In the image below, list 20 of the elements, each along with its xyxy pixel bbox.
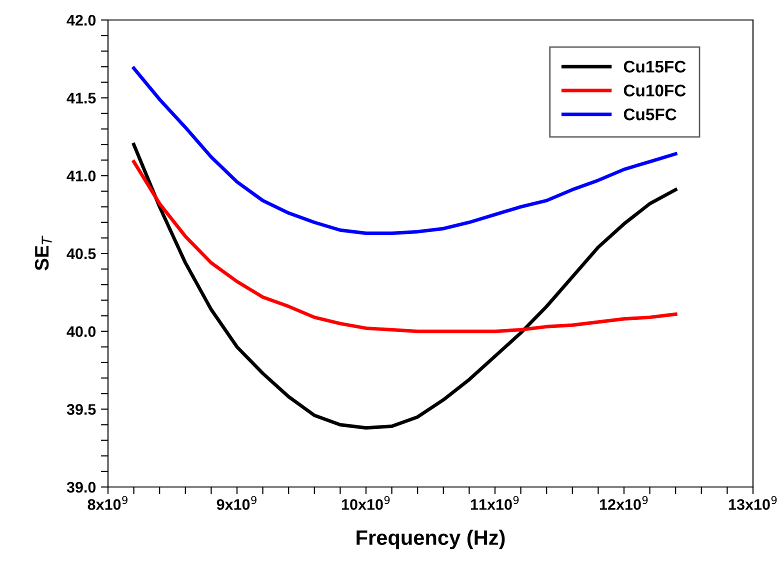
x-axis-title: Frequency (Hz) (356, 530, 505, 550)
x-tick-label: 10x10$^{9}$ (342, 496, 390, 510)
x-tick-label: 12x10$^{9}$ (600, 496, 648, 510)
x-tick-label: 8x10$^{9}$ (88, 496, 128, 510)
x-tick-label: 11x10$^{9}$ (470, 496, 519, 510)
y-tick-label: 42.0 (66, 14, 96, 26)
y-tick-label: 39.0 (66, 482, 96, 493)
y-tick-label: 41.0 (66, 170, 96, 182)
y-tick-label: 40.5 (66, 248, 96, 260)
line-series (132, 142, 678, 430)
legend-label: Cu10FC (624, 84, 686, 96)
line-series (132, 160, 678, 334)
x-tick-label: 13x10$^{9}$ (728, 496, 777, 510)
legend-label: Cu15FC (624, 60, 686, 73)
x-tick-label: 9x10$^{9}$ (216, 496, 256, 510)
y-axis-title: SE$_{T}$ (34, 236, 52, 270)
legend-label: Cu5FC (624, 108, 676, 120)
y-tick-label: 40.0 (66, 326, 96, 338)
y-tick-label: 41.5 (66, 92, 96, 104)
y-tick-label: 39.5 (66, 404, 96, 415)
